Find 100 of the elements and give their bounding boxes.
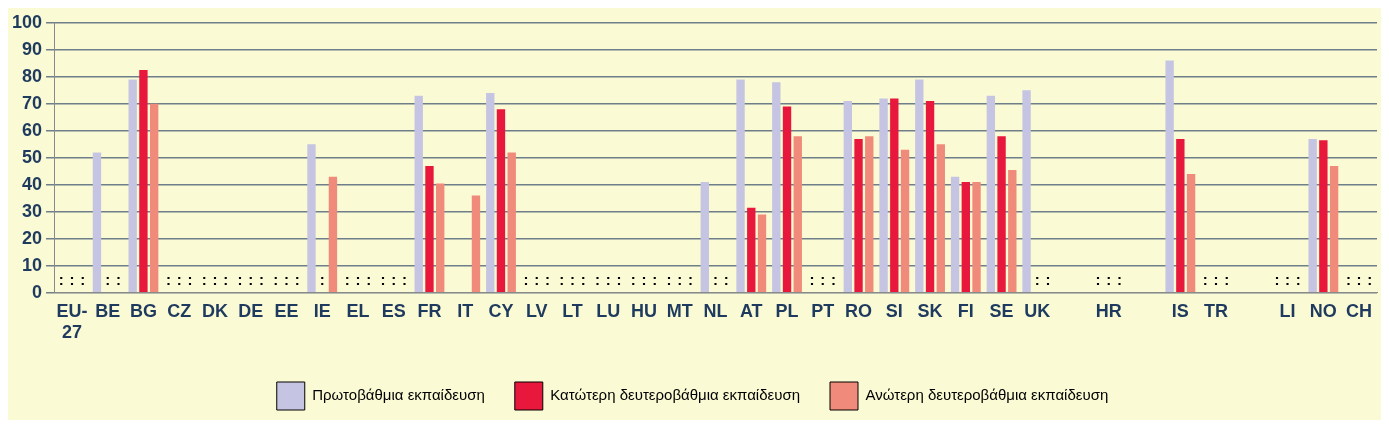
text: : [212,270,218,288]
y-tick-label: 20 [22,227,43,248]
text: : [1356,270,1362,288]
text: : [355,270,361,288]
bar [414,95,423,293]
x-tick-label: MT [666,300,693,321]
x-tick-label: NL [703,300,728,321]
bar [486,93,495,293]
bar [1319,140,1328,293]
bar [1022,90,1031,293]
x-tick-label: RO [845,300,873,321]
x-tick-label: FR [417,300,442,321]
text: : [223,270,229,288]
text: : [580,270,586,288]
x-tick-label: NO [1309,300,1337,321]
text: : [1045,270,1051,288]
text: : [380,270,386,288]
text: : [237,270,243,288]
text: : [809,270,815,288]
text: : [677,270,683,288]
x-tick-label: TR [1204,300,1229,321]
x-tick-label: CY [488,300,514,321]
text: : [58,270,64,288]
text: : [1106,270,1112,288]
x-tick-label: PL [775,300,799,321]
x-tick-label: IE [313,300,331,321]
text: : [605,270,611,288]
bar [425,165,434,293]
text: : [391,270,397,288]
text: : [1034,270,1040,288]
text: : [165,270,171,288]
y-tick-label: 60 [22,119,43,140]
bar [854,138,863,293]
y-tick-label: 70 [22,92,43,113]
bar [879,98,888,293]
text: : [559,270,565,288]
text: : [366,270,372,288]
bar [436,183,445,293]
x-tick-label: HR [1095,300,1122,321]
text: : [569,270,575,288]
x-tick-label: EE [274,300,299,321]
bar [1329,165,1339,293]
bar [1008,169,1017,293]
bar [328,176,338,293]
bar [890,98,899,293]
bar [1176,138,1185,293]
x-tick-label: IT [457,300,474,321]
text: : [401,270,407,288]
text: : [666,270,672,288]
text: : [187,270,193,288]
x-tick-label: LU [596,300,621,321]
bar [507,152,516,293]
bar [747,207,756,293]
text: : [258,270,264,288]
text: : [723,270,729,288]
x-tick-label: FI [957,300,974,321]
bar [843,101,852,293]
text: : [115,270,121,288]
text: : [1213,270,1219,288]
bar [736,79,745,293]
text: : [1117,270,1123,288]
x-tick-label: EL [346,300,370,321]
text: : [69,270,75,288]
text: : [201,270,207,288]
text: : [641,270,647,288]
bar [700,182,709,293]
text: : [595,270,601,288]
text: : [319,270,325,288]
text: : [1285,270,1291,288]
x-tick-label: CH [1346,300,1373,321]
bar [997,136,1006,293]
text: : [616,270,622,288]
text: : [713,270,719,288]
legend-label: Ανώτερη δευτεροβάθμια εκπαίδευση [865,386,1109,404]
bar [757,214,767,293]
x-tick-label: UK [1024,300,1051,321]
text: : [1274,270,1280,288]
bar [950,176,960,293]
x-tick-label: DK [201,300,228,321]
text: : [534,270,540,288]
bar [1165,60,1174,293]
x-tick-label: IS [1171,300,1189,321]
text: : [1345,270,1351,288]
bar [986,95,996,293]
text: : [1367,270,1373,288]
x-tick-label: PT [811,300,835,321]
x-tick-label: BE [95,300,121,321]
bar [1186,174,1196,293]
text: : [80,270,86,288]
bar [865,136,874,293]
text: : [1202,270,1208,288]
bar [1308,138,1317,293]
text: : [273,270,279,288]
bar [128,79,137,293]
text: : [1295,270,1301,288]
text: : [544,270,550,288]
bar [782,106,792,293]
text: : [1224,270,1230,288]
y-tick-label: 0 [32,281,43,302]
legend-label: Πρωτοβάθμια εκπαίδευση [312,386,485,404]
